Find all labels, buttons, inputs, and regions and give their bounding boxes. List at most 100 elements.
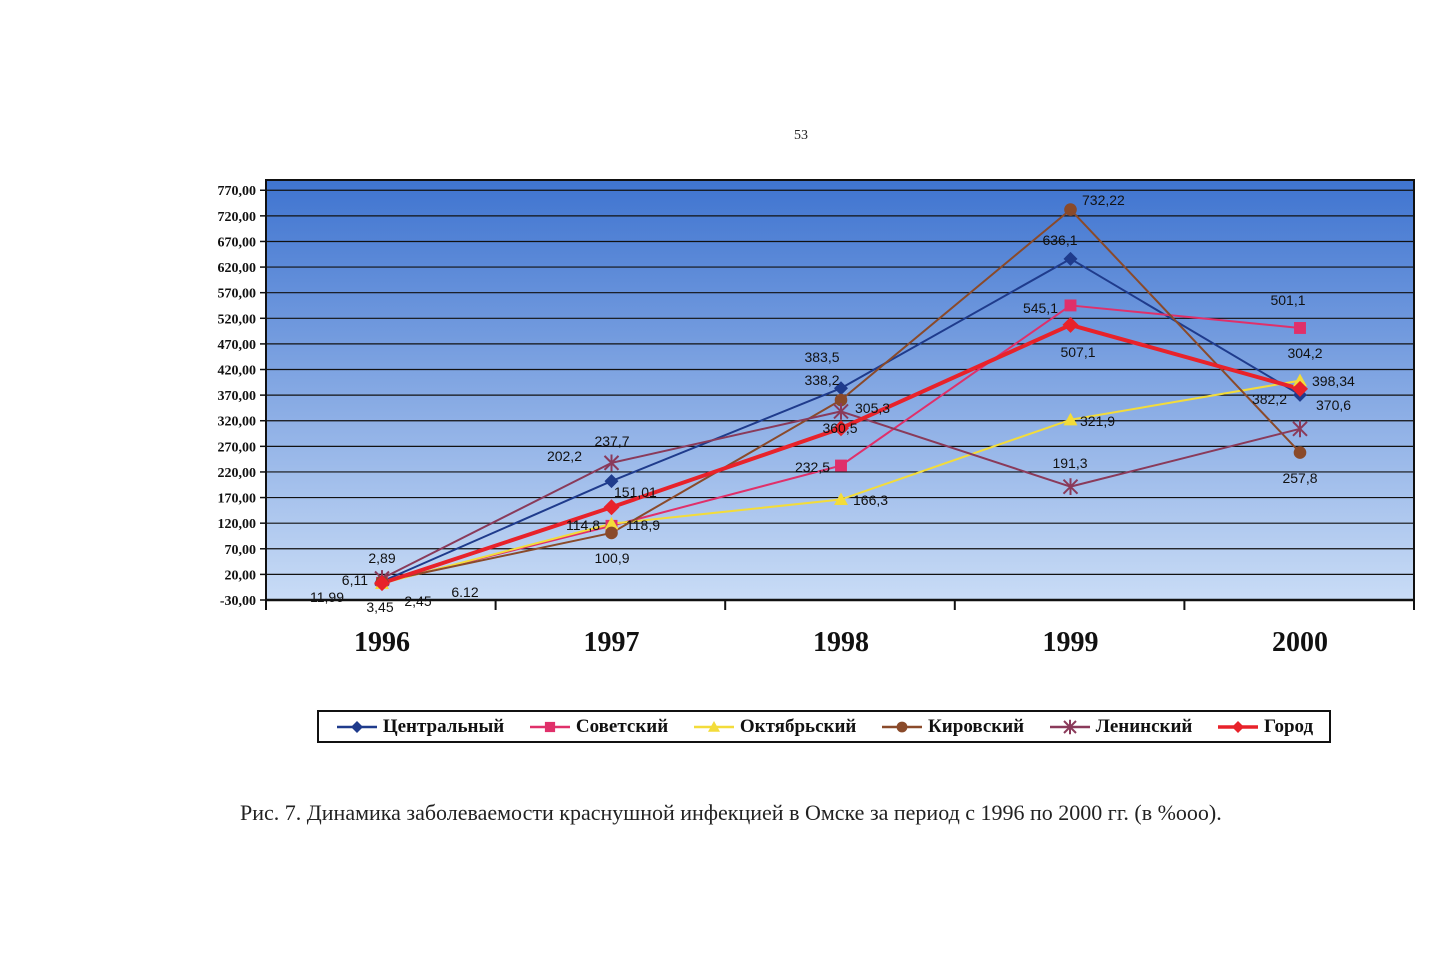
point-4-1 — [603, 454, 620, 472]
data-label: 398,34 — [1312, 373, 1355, 389]
point-1-3 — [1064, 299, 1077, 312]
y-tick-label: 620,00 — [218, 261, 257, 276]
axes — [265, 179, 1415, 602]
data-label: 636,1 — [1042, 232, 1077, 248]
data-label: 338,2 — [804, 372, 839, 388]
legend-label: Советский — [575, 715, 669, 737]
legend-marker — [707, 720, 720, 732]
x-tick-label-2000: 2000 — [1272, 627, 1328, 658]
y-tick-label: 570,00 — [218, 287, 257, 302]
data-label: 11,99 — [310, 589, 344, 605]
y-tick-label: 670,00 — [218, 235, 257, 250]
legend-marker — [896, 721, 908, 732]
point-4-3 — [1062, 478, 1079, 496]
point-5-3 — [1062, 316, 1079, 333]
x-tick-label-1998: 1998 — [813, 627, 869, 658]
point-5-2 — [833, 420, 849, 437]
point-5-1 — [603, 499, 620, 516]
y-tick-label: 120,00 — [218, 517, 257, 532]
point-4-2 — [833, 403, 849, 420]
legend-swatch — [882, 721, 923, 732]
legend-label: Центральный — [382, 715, 505, 737]
y-tick-label: 420,00 — [218, 364, 257, 379]
point-0-3 — [1063, 251, 1078, 266]
legend-marker — [1232, 720, 1245, 733]
y-tick-label: 170,00 — [218, 492, 257, 507]
x-axis-ticks: 1996 1997 1998 1999 2000 — [265, 600, 1415, 658]
y-tick-label: 470,00 — [218, 338, 257, 353]
legend-label: Кировский — [928, 715, 1025, 737]
data-label: 304,2 — [1287, 345, 1322, 361]
data-label: 118,9 — [626, 517, 660, 533]
legend-marker — [544, 721, 556, 732]
legend-label: Октябрьский — [739, 715, 857, 737]
point-1-4 — [1294, 322, 1306, 334]
legend-item-3: Кировский — [880, 716, 1024, 738]
point-0-1 — [604, 474, 619, 489]
data-label: 166,3 — [853, 492, 888, 508]
legend-item-5: Город — [1216, 716, 1313, 738]
data-label: 191,3 — [1052, 455, 1087, 471]
point-2-3 — [1063, 412, 1078, 426]
data-label: 2,89 — [368, 550, 395, 566]
legend-swatch — [1049, 719, 1090, 734]
legend-swatch — [336, 720, 377, 733]
data-label: 3,45 — [366, 599, 393, 615]
point-2-4 — [1293, 373, 1307, 387]
legend-swatch — [1218, 720, 1259, 733]
point-3-1 — [605, 526, 618, 540]
data-label: 321,9 — [1080, 413, 1115, 429]
data-label: 501,1 — [1270, 292, 1305, 308]
data-label: 383,5 — [804, 349, 839, 365]
y-tick-label: 270,00 — [218, 440, 257, 455]
data-label: 6.12 — [451, 584, 478, 600]
data-label: 114,8 — [566, 517, 600, 533]
y-tick-label: 520,00 — [218, 312, 257, 327]
legend-item-2: Октябрьский — [692, 716, 856, 738]
legend-label: Город — [1264, 715, 1314, 737]
legend-marker — [1063, 719, 1077, 734]
y-tick-label: 320,00 — [218, 415, 257, 430]
data-label: 100,9 — [594, 550, 629, 566]
data-label: 370,6 — [1316, 397, 1351, 413]
data-label: 151,01 — [614, 484, 657, 500]
legend-label: Ленинский — [1095, 715, 1193, 737]
data-label: 202,2 — [547, 448, 582, 464]
y-axis-ticks: -30,00 20,00 70,00 120,00 170,00 220,00 270,00… — [218, 184, 266, 609]
data-label: 732,22 — [1082, 192, 1125, 208]
point-3-4 — [1293, 446, 1307, 459]
data-label: 545,1 — [1023, 300, 1058, 316]
data-label: 257,8 — [1282, 470, 1317, 486]
y-tick-label: 370,00 — [218, 389, 257, 404]
x-tick-label-1997: 1997 — [584, 627, 640, 658]
point-2-2 — [834, 492, 848, 506]
data-label: 6,11 — [342, 572, 368, 588]
legend-marker — [350, 720, 363, 733]
y-tick-label: 20,00 — [225, 568, 257, 583]
data-label: 507,1 — [1060, 344, 1095, 360]
legend-item-0: Центральный — [335, 716, 504, 738]
page-number: 53 — [794, 128, 808, 143]
series-markers — [374, 203, 1308, 592]
y-tick-label: 70,00 — [225, 543, 257, 558]
figure-caption: Рис. 7. Динамика заболеваемости краснушн… — [240, 800, 1222, 825]
legend-swatch — [529, 721, 570, 732]
y-tick-label: 720,00 — [218, 210, 257, 225]
point-4-4 — [1292, 420, 1308, 438]
point-5-4 — [1292, 380, 1308, 397]
data-label: 232,5 — [795, 459, 830, 475]
data-label: 2,45 — [404, 593, 431, 609]
line-chart: -30,00 20,00 70,00 120,00 170,00 220,00 270,00… — [218, 179, 1415, 658]
legend-item-4: Ленинский — [1048, 715, 1193, 738]
y-tick-label: 770,00 — [218, 184, 257, 199]
x-tick-label-1999: 1999 — [1043, 627, 1099, 658]
x-tick-label-1996: 1996 — [354, 627, 410, 658]
point-3-3 — [1064, 203, 1077, 216]
point-3-2 — [834, 393, 848, 407]
legend-item-1: Советский — [528, 716, 668, 738]
point-5-0 — [374, 575, 390, 592]
data-label: 360,5 — [822, 420, 857, 436]
data-label: 305,3 — [855, 400, 890, 416]
data-label: 382,2 — [1252, 391, 1287, 407]
